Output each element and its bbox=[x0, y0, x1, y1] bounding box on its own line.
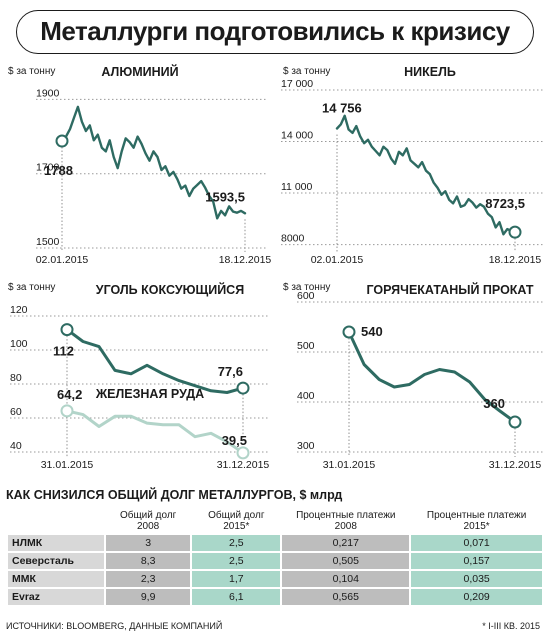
table-row: Evraz 9,9 6,1 0,565 0,209 bbox=[8, 589, 542, 605]
nickel-end-marker bbox=[508, 225, 522, 239]
hotrolled-y-tick-label: 600 bbox=[297, 290, 315, 302]
coal-y-tick-label: 100 bbox=[10, 338, 28, 350]
debt-2008-cell: 9,9 bbox=[106, 589, 191, 605]
coal-end-value: 77,6 bbox=[218, 364, 243, 379]
debt-2015-cell: 2,5 bbox=[192, 535, 281, 551]
aluminium-y-tick-label: 1900 bbox=[36, 87, 60, 99]
col-header-interest-2015: Процентные платежи 2015* bbox=[426, 510, 527, 532]
aluminium-unit-label: $ за тонну bbox=[8, 66, 55, 77]
ore-end-value: 39,5 bbox=[222, 433, 247, 448]
interest-2008-cell: 0,505 bbox=[282, 553, 410, 569]
coal-title: УГОЛЬ КОКСУЮЩИЙСЯ bbox=[96, 282, 244, 297]
interest-2015-cell: 0,071 bbox=[411, 535, 542, 551]
hotrolled-x-end: 31.12.2015 bbox=[489, 459, 542, 471]
hotrolled-series-line bbox=[347, 330, 517, 424]
hotrolled-start-marker bbox=[342, 325, 356, 339]
hotrolled-y-tick-label: 500 bbox=[297, 340, 315, 352]
coal-y-tick-label: 40 bbox=[10, 440, 22, 452]
interest-2015-cell: 0,209 bbox=[411, 589, 542, 605]
table-row: Северсталь 8,3 2,5 0,505 0,157 bbox=[8, 553, 542, 569]
interest-2008-cell: 0,565 bbox=[282, 589, 410, 605]
coal-start-marker bbox=[60, 323, 74, 337]
aluminium-title: АЛЮМИНИЙ bbox=[101, 64, 178, 79]
nickel-x-start: 02.01.2015 bbox=[311, 254, 364, 266]
coal-ore-chart: $ за тонну УГОЛЬ КОКСУЮЩИЙСЯ 120 100 80 60 4… bbox=[8, 282, 270, 471]
col-header-debt-2015: Общий долг 2015* bbox=[208, 510, 265, 532]
hotrolled-end-value: 360 bbox=[483, 396, 505, 411]
interest-2015-cell: 0,157 bbox=[411, 553, 542, 569]
company-name: НЛМК bbox=[8, 535, 104, 551]
nickel-chart: $ за тонну НИКЕЛЬ 17 000 14 000 11 000 8000… bbox=[281, 65, 543, 266]
footnote: * I-III КВ. 2015 bbox=[482, 621, 540, 631]
coal-x-start: 31.01.2015 bbox=[41, 459, 94, 471]
nickel-y-tick-label: 11 000 bbox=[281, 181, 312, 193]
hotrolled-start-value: 540 bbox=[361, 324, 383, 339]
coal-y-tick-label: 80 bbox=[10, 372, 22, 384]
nickel-x-end: 18.12.2015 bbox=[489, 254, 542, 266]
debt-2015-cell: 1,7 bbox=[192, 571, 281, 587]
debt-2008-cell: 3 bbox=[106, 535, 191, 551]
coal-unit-label: $ за тонну bbox=[8, 282, 55, 293]
aluminium-y-tick-label: 1500 bbox=[36, 236, 60, 248]
table-row: НЛМК 3 2,5 0,217 0,071 bbox=[8, 535, 542, 551]
nickel-unit-label: $ за тонну bbox=[283, 66, 330, 77]
interest-2015-cell: 0,035 bbox=[411, 571, 542, 587]
coal-end-marker bbox=[236, 381, 250, 395]
aluminium-end-value: 1593,5 bbox=[205, 189, 245, 204]
aluminium-chart: $ за тонну АЛЮМИНИЙ 1900 1700 1500 02.01.2… bbox=[8, 64, 272, 266]
company-name: Evraz bbox=[8, 589, 104, 605]
aluminium-start-value: 1788 bbox=[44, 163, 73, 178]
iron-ore-title: ЖЕЛЕЗНАЯ РУДА bbox=[95, 387, 204, 401]
nickel-end-value: 8723,5 bbox=[485, 196, 525, 211]
nickel-start-value: 14 756 bbox=[322, 101, 362, 116]
interest-2008-cell: 0,104 bbox=[282, 571, 410, 587]
coal-x-end: 31.12.2015 bbox=[217, 459, 270, 471]
company-name: ММК bbox=[8, 571, 104, 587]
aluminium-series-line bbox=[60, 105, 247, 220]
coal-series-line bbox=[65, 328, 245, 394]
headline: Металлурги подготовились к кризису bbox=[16, 10, 534, 54]
aluminium-x-start: 02.01.2015 bbox=[36, 254, 89, 266]
col-header-interest-2008: Процентные платежи 2008 bbox=[296, 510, 396, 532]
hotrolled-x-start: 31.01.2015 bbox=[323, 459, 376, 471]
hotrolled-unit-label: $ за тонну bbox=[283, 282, 330, 293]
company-name: Северсталь bbox=[8, 553, 104, 569]
debt-2008-cell: 2,3 bbox=[106, 571, 191, 587]
debt-table: Общий долг 2008 Общий долг 2015* Процент… bbox=[6, 507, 544, 607]
hotrolled-y-tick-label: 300 bbox=[297, 440, 315, 452]
aluminium-x-end: 18.12.2015 bbox=[219, 254, 272, 266]
col-header-company bbox=[8, 509, 104, 533]
coal-series-line-2 bbox=[65, 409, 245, 455]
nickel-y-tick-label: 17 000 bbox=[281, 78, 313, 90]
aluminium-start-marker bbox=[55, 134, 69, 148]
debt-table-title: КАК СНИЗИЛСЯ ОБЩИЙ ДОЛГ МЕТАЛЛУРГОВ, $ м… bbox=[6, 488, 343, 502]
debt-table-header: Общий долг 2008 Общий долг 2015* Процент… bbox=[8, 509, 542, 533]
debt-2008-cell: 8,3 bbox=[106, 553, 191, 569]
nickel-y-tick-label: 14 000 bbox=[281, 130, 313, 142]
coal-end-marker bbox=[236, 446, 250, 460]
nickel-series-line bbox=[335, 114, 517, 236]
debt-2015-cell: 6,1 bbox=[192, 589, 281, 605]
hotrolled-y-tick-label: 400 bbox=[297, 390, 315, 402]
nickel-title: НИКЕЛЬ bbox=[404, 65, 456, 79]
coal-start-value: 112 bbox=[53, 344, 74, 359]
aluminium-y-tick-label: 1700 bbox=[36, 162, 60, 174]
coal-y-tick-label: 60 bbox=[10, 406, 22, 418]
hotrolled-title: ГОРЯЧЕКАТАНЫЙ ПРОКАТ bbox=[367, 282, 534, 297]
ore-start-value: 64,2 bbox=[57, 387, 82, 402]
coal-start-marker bbox=[60, 404, 74, 418]
nickel-y-tick-label: 8000 bbox=[281, 233, 305, 245]
interest-2008-cell: 0,217 bbox=[282, 535, 410, 551]
debt-2015-cell: 2,5 bbox=[192, 553, 281, 569]
source-note: ИСТОЧНИКИ: BLOOMBERG, ДАННЫЕ КОМПАНИЙ bbox=[6, 621, 223, 631]
col-header-debt-2008: Общий долг 2008 bbox=[119, 510, 177, 532]
table-row: ММК 2,3 1,7 0,104 0,035 bbox=[8, 571, 542, 587]
coal-y-tick-label: 120 bbox=[10, 304, 28, 316]
hot-rolled-chart: $ за тонну ГОРЯЧЕКАТАНЫЙ ПРОКАТ 600 500 40… bbox=[283, 282, 543, 471]
hotrolled-end-marker bbox=[508, 415, 522, 429]
